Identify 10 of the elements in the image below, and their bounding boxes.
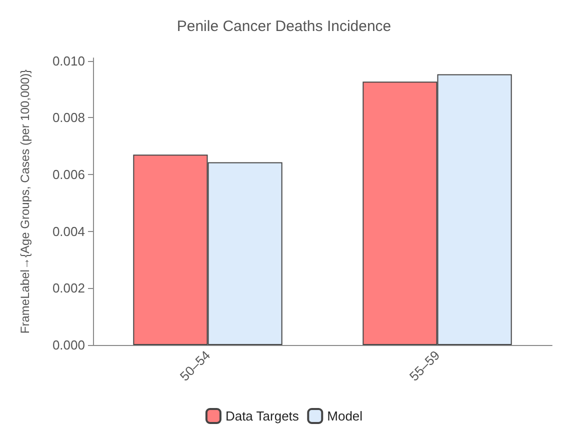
y-tick-label: 0.010 [52,53,85,68]
legend-label: Model [327,408,363,424]
y-axis-title: FrameLabel→{Age Groups, Cases (per 100,000)} [18,69,32,334]
y-tick-label: 0.006 [52,167,85,182]
y-tick-label: 0.000 [52,338,85,352]
y-tick-label: 0.002 [52,280,85,296]
legend-label: Data Targets [225,408,300,424]
y-tick-label: 0.008 [52,110,85,126]
y-tick-label: 0.004 [52,224,85,239]
chart-title: Penile Cancer Deaths Incidence [176,18,392,35]
